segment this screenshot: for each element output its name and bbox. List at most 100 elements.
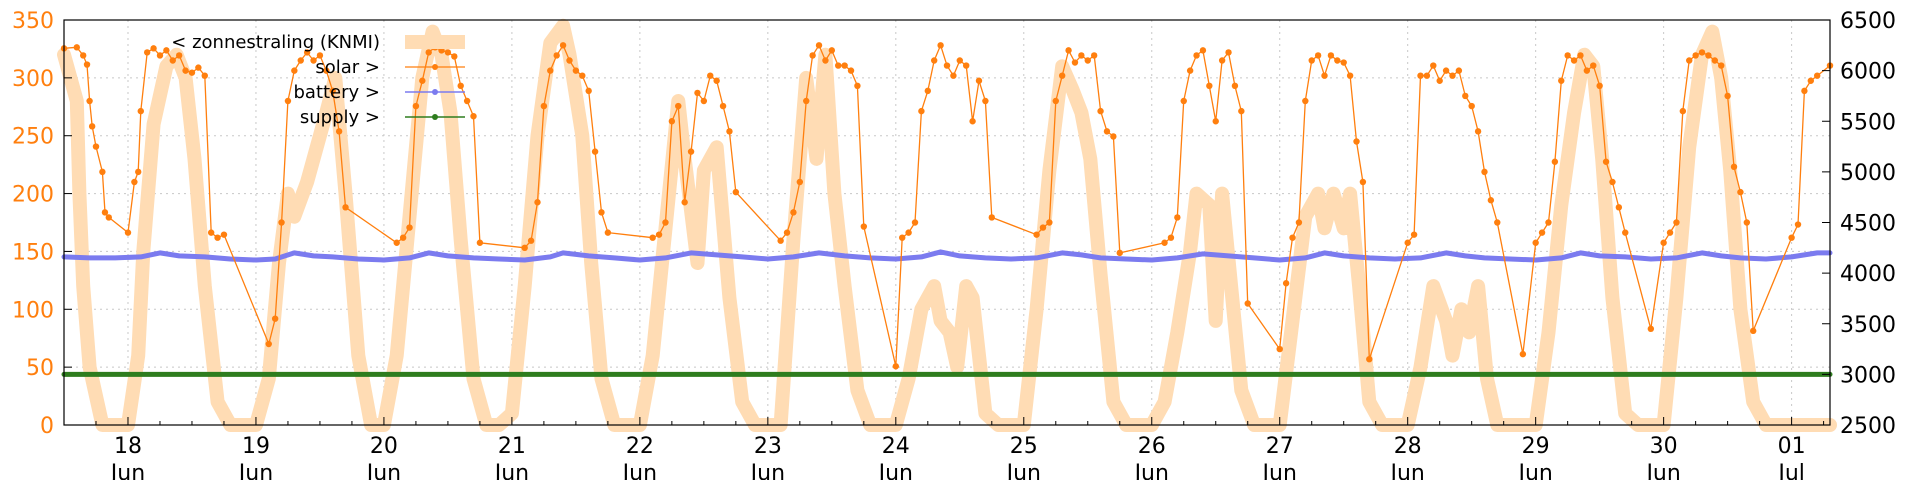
left-tick-label: 350	[12, 9, 54, 34]
data-point	[1481, 168, 1488, 176]
data-point	[975, 77, 983, 84]
data-point	[131, 178, 138, 186]
data-point	[809, 52, 816, 59]
x-tick-day: 26	[1138, 434, 1166, 459]
right-tick-label: 4000	[1840, 262, 1896, 287]
x-axis: 18 Jun 19 Jun 20 Jun 21 Jun 22 Jun 23 Jun 24 Jun 25 Jun…	[63, 417, 1825, 480]
data-point	[444, 49, 452, 56]
right-tick-label: 3000	[1840, 363, 1896, 388]
data-point	[1743, 219, 1751, 226]
data-point	[1564, 52, 1571, 59]
data-point	[83, 61, 91, 68]
data-point	[828, 47, 836, 54]
data-point	[1161, 239, 1168, 246]
x-tick-day: 21	[498, 434, 526, 459]
data-point	[918, 107, 925, 115]
data-point	[815, 42, 823, 49]
data-point	[1180, 97, 1187, 105]
data-point	[1116, 249, 1123, 257]
data-point	[1590, 62, 1597, 69]
data-point	[1334, 57, 1341, 64]
left-tick-label: 250	[12, 125, 54, 150]
data-point	[572, 67, 580, 74]
data-point	[1558, 77, 1565, 84]
data-point	[1660, 239, 1667, 246]
data-point	[163, 47, 170, 54]
left-axis: 0 50 100 150 200 250 300 350	[12, 9, 72, 439]
data-point	[310, 57, 317, 64]
x-tick-month: Jun	[1133, 461, 1169, 480]
data-point	[1276, 345, 1283, 353]
data-point	[1442, 67, 1450, 74]
data-point	[124, 229, 132, 236]
data-point	[1366, 355, 1373, 363]
data-point	[284, 97, 292, 105]
data-point	[1666, 229, 1674, 236]
data-point	[700, 97, 708, 105]
data-point	[1794, 221, 1802, 228]
data-point	[291, 67, 298, 74]
data-point	[1314, 52, 1322, 59]
series-2	[61, 249, 1833, 263]
data-point	[1711, 57, 1719, 64]
data-point	[969, 118, 976, 125]
data-point	[1455, 67, 1463, 74]
x-tick-day: 20	[370, 434, 398, 459]
data-point	[303, 49, 311, 56]
data-point	[1302, 97, 1309, 105]
series-line	[61, 249, 1833, 263]
x-tick-day: 23	[754, 434, 782, 459]
data-point	[713, 77, 720, 84]
x-tick-day: 18	[114, 434, 142, 459]
data-point	[1078, 52, 1085, 59]
right-tick-label: 3500	[1840, 313, 1896, 338]
data-point	[1058, 72, 1066, 79]
left-tick-label: 0	[40, 414, 54, 439]
right-tick-label: 6000	[1840, 60, 1896, 85]
data-point	[1174, 214, 1181, 221]
data-point	[1308, 57, 1315, 64]
data-point	[1538, 229, 1546, 236]
data-point	[1801, 87, 1808, 95]
left-tick-label: 200	[12, 183, 54, 208]
data-point	[1071, 59, 1079, 66]
data-point	[1359, 178, 1367, 186]
data-point	[860, 223, 868, 230]
data-point	[982, 97, 989, 105]
data-point	[719, 102, 727, 110]
data-point	[73, 44, 80, 51]
data-point	[943, 62, 951, 69]
data-point	[1609, 178, 1616, 186]
data-point	[1686, 57, 1693, 64]
data-point	[892, 363, 900, 370]
data-point	[1346, 72, 1354, 79]
data-point	[937, 42, 944, 49]
data-point	[323, 67, 330, 74]
data-point	[585, 87, 592, 95]
data-point	[329, 87, 336, 95]
data-point	[732, 188, 740, 196]
data-point	[847, 67, 855, 74]
data-point	[1750, 327, 1757, 335]
data-point	[476, 239, 484, 246]
data-point	[1218, 57, 1226, 64]
x-tick-month: Jun	[1005, 461, 1041, 480]
data-point	[99, 168, 106, 176]
data-point	[777, 237, 784, 244]
data-point	[655, 231, 663, 238]
legend-label: battery >	[293, 82, 380, 103]
data-point	[559, 42, 567, 49]
data-point	[220, 231, 228, 238]
data-point	[911, 219, 919, 226]
data-point	[899, 234, 906, 241]
data-point	[1244, 300, 1251, 307]
data-point	[1532, 239, 1539, 246]
x-tick-month: Jun	[1389, 461, 1425, 480]
data-point	[88, 123, 96, 130]
data-point	[1698, 49, 1706, 56]
x-tick-month: Jul	[1776, 461, 1805, 480]
data-point	[1692, 52, 1699, 59]
x-tick-day: 30	[1650, 434, 1678, 459]
data-point	[451, 53, 458, 60]
right-tick-label: 5500	[1840, 110, 1896, 135]
